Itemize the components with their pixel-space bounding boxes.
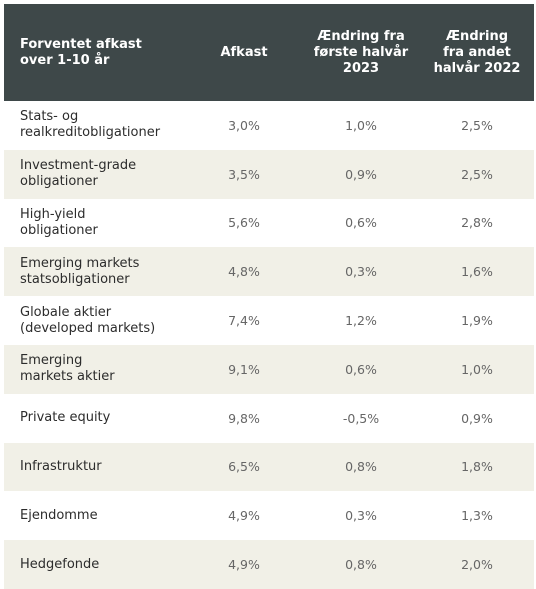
change-h2-2022-cell: 2,8% — [461, 215, 493, 231]
asset-class-label: Infrastruktur — [20, 458, 102, 474]
asset-class-label: Stats- og — [20, 109, 79, 125]
change-h2-2022-cell: 2,0% — [461, 557, 493, 573]
return-cell: 4,9% — [228, 557, 260, 573]
return-cell: 9,1% — [228, 361, 260, 377]
asset-class-cell: Globale aktier (developed markets) — [4, 296, 186, 345]
change-h1-2023-cell: 0,9% — [345, 166, 377, 182]
change-h2-2022-cell: 1,0% — [461, 361, 493, 377]
change-h1-2023-cell: 0,6% — [345, 361, 377, 377]
asset-class-label: High-yield — [20, 206, 86, 222]
header-line: Forventet afkast — [20, 36, 142, 52]
header-line: over 1-10 år — [20, 52, 110, 68]
asset-class-label: Investment-grade — [20, 158, 137, 174]
header-line: første halvår — [313, 44, 409, 60]
return-cell: 9,8% — [228, 410, 260, 426]
change-h1-2023-cell: 1,0% — [345, 117, 377, 133]
expected-returns-table: Forventet afkast over 1-10 år Afkast Ænd… — [4, 4, 534, 589]
expected-returns-table-container: Forventet afkast over 1-10 år Afkast Ænd… — [4, 4, 534, 589]
table-row: High-yield obligationer 5,6% 0,6% 2,8% — [4, 198, 534, 248]
asset-class-label: statsobligationer — [20, 271, 130, 287]
header-line: fra andet — [443, 44, 511, 60]
change-h2-2022-cell: 1,3% — [461, 508, 493, 524]
header-return: Afkast — [186, 4, 302, 101]
return-cell: 3,0% — [228, 117, 260, 133]
change-h1-2023-cell: 0,3% — [345, 508, 377, 524]
asset-class-label: obligationer — [20, 174, 98, 190]
return-cell: 6,5% — [228, 459, 260, 475]
asset-class-label: obligationer — [20, 222, 98, 238]
asset-class-label: Hedgefonde — [20, 556, 100, 572]
asset-class-label: Emerging markets — [20, 255, 140, 271]
table-header: Forventet afkast over 1-10 år Afkast Ænd… — [4, 4, 534, 101]
change-h2-2022-cell: 0,9% — [461, 410, 493, 426]
table-row: Private equity 9,8% -0,5% 0,9% — [4, 393, 534, 443]
change-h2-2022-cell: 1,6% — [461, 264, 493, 280]
asset-class-label: Emerging — [20, 353, 83, 369]
header-line: Afkast — [220, 44, 268, 60]
change-h2-2022-cell: 2,5% — [461, 166, 493, 182]
return-cell: 7,4% — [228, 313, 260, 329]
change-h1-2023-cell: 0,3% — [345, 264, 377, 280]
return-cell: 4,9% — [228, 508, 260, 524]
change-h1-2023-cell: 0,8% — [345, 459, 377, 475]
asset-class-cell: Stats- og realkreditobligationer — [4, 101, 186, 150]
asset-class-label: Globale aktier — [20, 304, 112, 320]
change-h1-2023-cell: 1,2% — [345, 313, 377, 329]
asset-class-cell: Investment-grade obligationer — [4, 150, 186, 199]
asset-class-cell: Ejendomme — [4, 491, 186, 540]
asset-class-label: Private equity — [20, 410, 111, 426]
table-row: Globale aktier (developed markets) 7,4% 1,2… — [4, 296, 534, 345]
asset-class-label: Ejendomme — [20, 507, 98, 523]
asset-class-label: realkreditobligationer — [20, 125, 161, 141]
header-change-h1-2023: Ændring fra første halvår 2023 — [302, 4, 420, 101]
header-line: Ændring — [445, 28, 509, 44]
asset-class-cell: Infrastruktur — [4, 443, 186, 492]
table-row: Investment-grade obligationer 3,5% 0,9% 2,5% — [4, 149, 534, 199]
table-row: Hedgefonde 4,9% 0,8% 2,0% — [4, 540, 534, 589]
change-h1-2023-cell: -0,5% — [342, 410, 380, 426]
table-row: Ejendomme 4,9% 0,3% 1,3% — [4, 491, 534, 541]
header-line: halvår 2022 — [433, 60, 521, 76]
change-h1-2023-cell: 0,6% — [345, 215, 377, 231]
table-row: Emerging markets statsobligationer 4,8% 0,3… — [4, 247, 534, 297]
asset-class-label: (developed markets) — [20, 320, 156, 336]
table-row: Infrastruktur 6,5% 0,8% 1,8% — [4, 442, 534, 492]
return-cell: 4,8% — [228, 264, 260, 280]
header-change-h2-2022: Ændring fra andet halvår 2022 — [420, 4, 534, 101]
asset-class-cell: High-yield obligationer — [4, 199, 186, 248]
asset-class-cell: Emerging markets aktier — [4, 345, 186, 394]
asset-class-cell: Hedgefonde — [4, 540, 186, 589]
header-line: Ændring fra — [317, 28, 405, 44]
change-h2-2022-cell: 1,8% — [461, 459, 493, 475]
asset-class-label: markets aktier — [20, 369, 115, 385]
asset-class-cell: Emerging markets statsobligationer — [4, 247, 186, 296]
header-line: 2023 — [342, 60, 380, 76]
return-cell: 3,5% — [228, 166, 260, 182]
return-cell: 5,6% — [228, 215, 260, 231]
asset-class-cell: Private equity — [4, 394, 186, 443]
header-asset-class: Forventet afkast over 1-10 år — [4, 4, 186, 101]
change-h2-2022-cell: 2,5% — [461, 117, 493, 133]
table-row: Emerging markets aktier 9,1% 0,6% 1,0% — [4, 344, 534, 394]
table-row: Stats- og realkreditobligationer 3,0% 1,0% 2… — [4, 101, 534, 150]
header-row: Forventet afkast over 1-10 år Afkast Ænd… — [4, 4, 534, 101]
table-body: Stats- og realkreditobligationer 3,0% 1,0% 2… — [4, 101, 534, 589]
change-h1-2023-cell: 0,8% — [345, 557, 377, 573]
change-h2-2022-cell: 1,9% — [461, 313, 493, 329]
